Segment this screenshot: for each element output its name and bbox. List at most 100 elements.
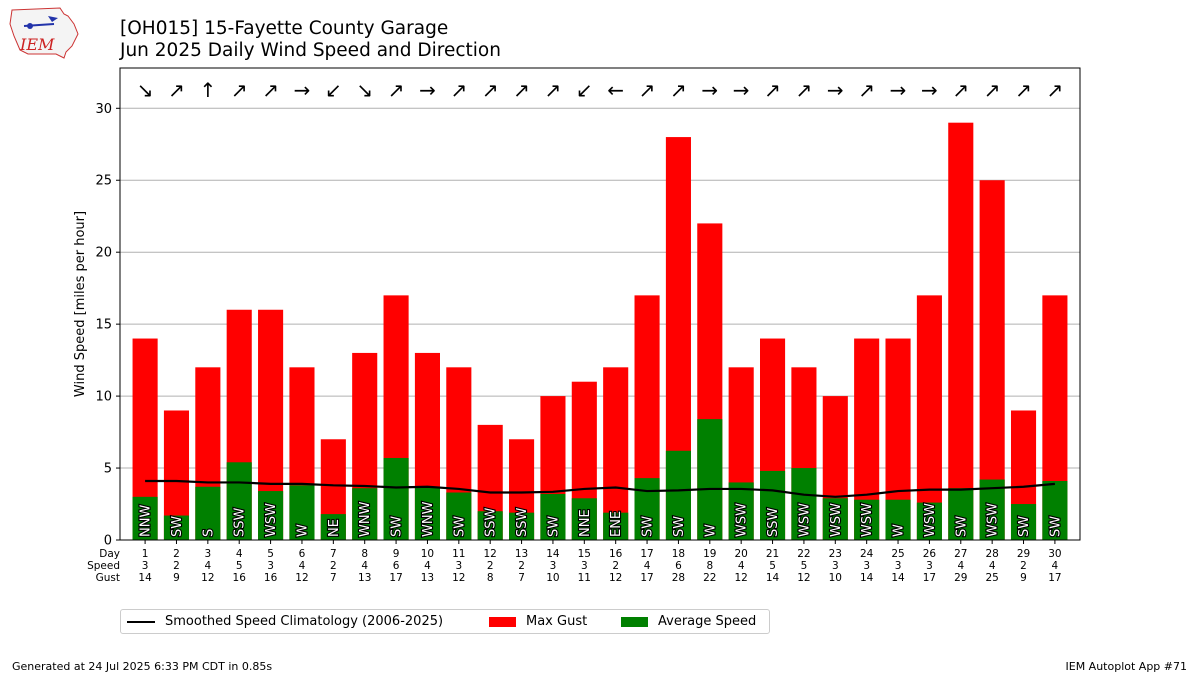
wind-direction-arrow: ↗ xyxy=(450,78,467,102)
speed-label: 2 xyxy=(330,560,337,572)
day-label: 10 xyxy=(421,548,434,560)
direction-label: WSW xyxy=(986,503,1001,537)
wind-direction-arrow: ↙ xyxy=(576,78,593,102)
speed-label: 4 xyxy=(361,560,368,572)
gust-label: 22 xyxy=(703,572,716,584)
gust-label: 7 xyxy=(330,572,337,584)
gust-label: 12 xyxy=(734,572,747,584)
gust-label: 16 xyxy=(233,572,247,584)
direction-label: SW xyxy=(954,516,969,537)
gust-label: 13 xyxy=(421,572,434,584)
direction-label: WSW xyxy=(735,503,750,537)
avg-speed-bar xyxy=(509,512,535,540)
speed-label: 3 xyxy=(455,560,462,572)
gust-label: 11 xyxy=(578,572,591,584)
avg-speed-bar xyxy=(540,493,566,540)
wind-direction-arrow: ↘ xyxy=(137,78,154,102)
speed-label: 4 xyxy=(424,560,431,572)
gust-label: 29 xyxy=(954,572,967,584)
avg-speed-bar xyxy=(728,482,754,540)
direction-label: WNW xyxy=(358,501,373,537)
day-label: 23 xyxy=(829,548,842,560)
gust-bar xyxy=(948,122,974,541)
avg-speed-bar xyxy=(603,512,629,540)
wind-direction-arrow: ↗ xyxy=(545,78,562,102)
direction-label: SSW xyxy=(766,507,781,537)
gust-label: 17 xyxy=(640,572,653,584)
gust-label: 14 xyxy=(891,572,905,584)
day-label: 6 xyxy=(299,548,306,560)
speed-label: 2 xyxy=(173,560,180,572)
day-label: 28 xyxy=(985,548,998,560)
wind-direction-arrow: ↗ xyxy=(1015,78,1032,102)
wind-direction-arrow: → xyxy=(921,78,938,102)
day-label: 8 xyxy=(361,548,368,560)
speed-label: 3 xyxy=(581,560,588,572)
gust-label: 12 xyxy=(609,572,622,584)
gust-label: 13 xyxy=(358,572,371,584)
day-label: 17 xyxy=(640,548,653,560)
direction-label: NNW xyxy=(139,505,154,537)
gust-label: 17 xyxy=(389,572,402,584)
speed-label: 4 xyxy=(644,560,651,572)
avg-speed-bar xyxy=(571,498,597,540)
bars-layer xyxy=(132,122,1068,541)
chart-subtitle: Jun 2025 Daily Wind Speed and Direction xyxy=(120,40,501,61)
axes-layer: 0 5 10 15 20 25 30 xyxy=(95,67,1081,549)
speed-label: 4 xyxy=(1052,560,1059,572)
day-label: 29 xyxy=(1017,548,1030,560)
direction-label: WSW xyxy=(264,503,279,537)
climatology-layer xyxy=(145,479,1056,498)
avg-speed-bar xyxy=(1010,504,1037,540)
avg-speed-bar xyxy=(477,511,503,540)
day-label: 14 xyxy=(546,548,560,560)
speed-label: 4 xyxy=(957,560,964,572)
wind-direction-arrow: → xyxy=(890,78,907,102)
gust-label: 12 xyxy=(452,572,465,584)
speed-label: 3 xyxy=(895,560,902,572)
speed-label: 3 xyxy=(832,560,839,572)
wind-direction-arrow: ↗ xyxy=(168,78,185,102)
avg-speed-bar xyxy=(697,419,723,540)
direction-labels: NNW SW S SSW WSW W NE WNW SW WNW SW SSW SSW SW NNE ENE S… xyxy=(137,500,1064,538)
direction-label: WSW xyxy=(923,503,938,537)
legend-label-avg: Average Speed xyxy=(658,614,757,629)
speed-label: 3 xyxy=(863,560,870,572)
gust-label: 12 xyxy=(797,572,810,584)
day-label: 15 xyxy=(578,548,591,560)
direction-label: SSW xyxy=(484,507,499,537)
wind-direction-arrow: ↗ xyxy=(388,78,405,102)
speed-label: 2 xyxy=(612,560,619,572)
legend-item-avg: Average Speed xyxy=(621,614,756,629)
avg-speed-bar xyxy=(195,486,221,540)
day-label: 9 xyxy=(393,548,400,560)
gust-label: 12 xyxy=(295,572,308,584)
gust-label: 28 xyxy=(672,572,685,584)
day-label: 25 xyxy=(891,548,904,560)
legend-label-climatology: Smoothed Speed Climatology (2006-2025) xyxy=(165,614,444,629)
speed-label: 6 xyxy=(675,560,682,572)
row-label-day: Day xyxy=(99,548,120,560)
wind-direction-arrow: ↗ xyxy=(984,78,1001,102)
wind-direction-arrow: ↗ xyxy=(1047,78,1064,102)
speed-label: 4 xyxy=(738,560,745,572)
gust-label: 14 xyxy=(138,572,152,584)
legend-line-swatch xyxy=(127,620,155,623)
direction-label: SW xyxy=(1017,516,1032,537)
chart-title: [OH015] 15-Fayette County Garage xyxy=(120,18,449,39)
wind-direction-arrow: → xyxy=(419,78,436,102)
wind-direction-arrow: ↗ xyxy=(952,78,969,102)
direction-label: SW xyxy=(672,516,687,537)
day-label: 18 xyxy=(672,548,685,560)
y-tick-label: 15 xyxy=(95,318,112,333)
speed-label: 4 xyxy=(989,560,996,572)
day-label: 13 xyxy=(515,548,528,560)
speed-label: 3 xyxy=(142,560,149,572)
avg-speed-bar xyxy=(665,450,691,540)
direction-label: SW xyxy=(641,516,656,537)
speed-label: 3 xyxy=(267,560,274,572)
iem-logo: IEM xyxy=(9,7,79,59)
y-axis-label: Wind Speed [miles per hour] xyxy=(73,211,88,397)
avg-speed-bar xyxy=(163,515,190,540)
avg-speed-bar xyxy=(446,492,472,540)
